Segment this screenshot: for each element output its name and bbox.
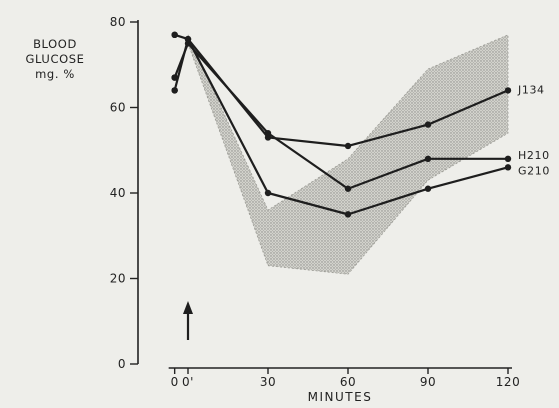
- data-point: [424, 121, 432, 128]
- data-point: [504, 155, 512, 162]
- series-group: J134 H210 G210: [171, 31, 550, 218]
- series-label-g210: G210: [518, 164, 550, 177]
- y-axis-label-line-1: BLOOD: [33, 37, 77, 51]
- x-axis-label: MINUTES: [308, 390, 373, 404]
- data-point: [424, 185, 432, 192]
- y-tick-label: 0: [118, 357, 126, 371]
- x-tick-label: 90: [420, 375, 436, 389]
- series-label-h210: H210: [518, 149, 550, 162]
- data-point: [424, 155, 432, 162]
- data-point: [344, 211, 352, 218]
- y-axis-label-line-2: GLUCOSE: [25, 52, 84, 66]
- y-tick-label: 60: [110, 101, 126, 115]
- data-point: [344, 142, 352, 150]
- x-tick-label: 30: [260, 375, 276, 389]
- y-tick-label: 80: [110, 15, 126, 29]
- data-point: [504, 164, 512, 171]
- data-point: [264, 129, 272, 137]
- y-tick-label: 40: [110, 186, 126, 200]
- y-axis-label-line-3: mg. %: [35, 67, 75, 81]
- data-point: [264, 189, 272, 197]
- data-point: [184, 35, 192, 43]
- normal-range-band: [187, 34, 509, 275]
- shaded-range-area: [187, 34, 509, 275]
- series-label-j134: J134: [517, 83, 545, 96]
- injection-arrow-icon: [183, 301, 193, 340]
- data-point: [504, 87, 512, 94]
- y-tick-label: 20: [110, 272, 126, 286]
- data-point: [171, 31, 178, 39]
- series-g210: G210: [171, 35, 550, 218]
- data-point: [171, 87, 178, 94]
- data-point: [171, 74, 178, 81]
- x-tick-label: 120: [496, 375, 520, 389]
- x-tick-label: 0: [171, 375, 179, 389]
- data-point: [344, 185, 352, 192]
- x-tick-label: 60: [340, 375, 356, 389]
- series-line-g210: [173, 38, 509, 216]
- x-tick-label: 0': [182, 375, 194, 389]
